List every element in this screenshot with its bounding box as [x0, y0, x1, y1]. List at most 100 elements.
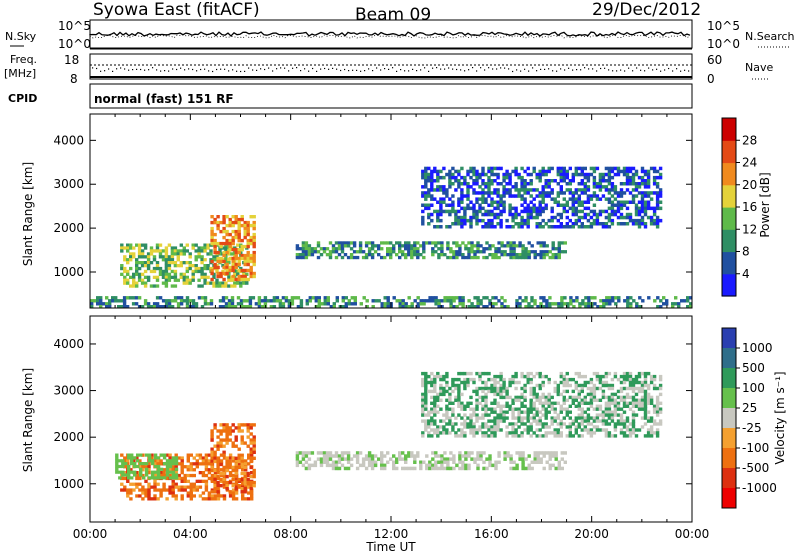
- heatmap-cell: [331, 250, 336, 254]
- heatmap-cell: [185, 305, 190, 309]
- heatmap-cell: [203, 296, 208, 300]
- heatmap-cell: [485, 241, 489, 245]
- heatmap-cell: [222, 241, 226, 246]
- heatmap-cell: [643, 413, 648, 417]
- heatmap-cell: [159, 462, 163, 466]
- heatmap-cell: [526, 413, 530, 417]
- heatmap-cell: [307, 451, 312, 455]
- nave-point: [544, 68, 546, 70]
- heatmap-cell: [231, 274, 235, 279]
- heatmap-cell: [135, 272, 139, 276]
- heatmap-cell: [622, 200, 627, 204]
- heatmap-cell: [200, 258, 204, 262]
- heatmap-cell: [637, 404, 642, 408]
- heatmap-cell: [146, 266, 151, 271]
- heatmap-cell: [476, 296, 480, 300]
- heatmap-cell: [135, 482, 139, 486]
- heatmap-cell: [421, 407, 425, 411]
- heatmap-cell: [493, 377, 497, 382]
- heatmap-cell: [548, 250, 552, 254]
- heatmap-cell: [430, 401, 434, 405]
- nave-point: [520, 70, 522, 72]
- heatmap-cell: [210, 497, 215, 501]
- heatmap-cell: [424, 203, 428, 207]
- heatmap-cell: [427, 203, 431, 207]
- heatmap-cell: [547, 380, 551, 385]
- heatmap-cell: [225, 250, 229, 255]
- heatmap-cell: [589, 380, 594, 385]
- heatmap-cell: [545, 451, 549, 455]
- heatmap-cell: [252, 474, 256, 479]
- heatmap-cell: [452, 255, 456, 260]
- heatmap-cell: [436, 172, 440, 177]
- heatmap-cell: [353, 302, 357, 306]
- heatmap-cell: [188, 264, 192, 268]
- heatmap-cell: [281, 305, 286, 309]
- heatmap-cell: [560, 250, 564, 254]
- heatmap-cell: [153, 462, 157, 466]
- heatmap-cell: [472, 425, 476, 429]
- heatmap-cell: [115, 470, 119, 474]
- heatmap-cell: [457, 404, 461, 408]
- heatmap-cell: [520, 166, 524, 171]
- heatmap-cell: [144, 488, 148, 492]
- power-y-label: Slant Range [km]: [21, 162, 35, 266]
- heatmap-cell: [658, 383, 663, 388]
- heatmap-cell: [536, 305, 540, 309]
- heatmap-cell: [140, 272, 145, 276]
- heatmap-cell: [130, 476, 134, 480]
- heatmap-cell: [496, 191, 500, 195]
- heatmap-cell: [398, 250, 402, 254]
- heatmap-cell: [263, 296, 268, 300]
- heatmap-cell: [526, 407, 530, 411]
- heatmap-cell: [200, 284, 204, 288]
- heatmap-cell: [535, 172, 539, 177]
- heatmap-cell: [481, 191, 485, 195]
- heatmap-cell: [586, 419, 591, 423]
- heatmap-cell: [343, 466, 348, 471]
- heatmap-cell: [607, 197, 612, 201]
- heatmap-cell: [127, 473, 131, 477]
- heatmap-cell: [646, 371, 651, 376]
- heatmap-cell: [398, 247, 402, 251]
- heatmap-cell: [458, 244, 462, 248]
- nave-point: [424, 67, 426, 69]
- heatmap-cell: [508, 395, 512, 400]
- heatmap-cell: [601, 416, 606, 420]
- heatmap-cell: [204, 453, 209, 457]
- heatmap-cell: [123, 281, 127, 285]
- heatmap-cell: [246, 423, 250, 427]
- heatmap-cell: [231, 256, 235, 261]
- heatmap-cell: [604, 422, 609, 426]
- heatmap-cell: [649, 191, 654, 195]
- heatmap-cell: [421, 191, 425, 195]
- noise-sky-trace: [89, 31, 691, 37]
- heatmap-cell: [520, 218, 524, 223]
- heatmap-cell: [562, 197, 566, 201]
- heatmap-cell: [595, 218, 600, 223]
- heatmap-cell: [126, 491, 130, 495]
- heatmap-cell: [515, 451, 519, 455]
- heatmap-cell: [520, 419, 524, 423]
- heatmap-cell: [616, 169, 621, 174]
- heatmap-cell: [234, 229, 238, 234]
- heatmap-cell: [389, 247, 393, 251]
- heatmap-cell: [545, 299, 549, 303]
- heatmap-cell: [604, 179, 609, 183]
- heatmap-cell: [407, 451, 411, 455]
- heatmap-cell: [476, 255, 480, 260]
- heatmap-cell: [592, 194, 597, 198]
- heatmap-cell: [560, 302, 564, 306]
- nave-point: [480, 67, 482, 69]
- nave-point: [564, 69, 566, 71]
- heatmap-cell: [140, 264, 145, 268]
- heatmap-cell: [436, 200, 440, 204]
- heatmap-cell: [228, 247, 232, 252]
- heatmap-cell: [203, 275, 207, 279]
- heatmap-cell: [619, 428, 624, 432]
- heatmap-cell: [146, 264, 151, 268]
- heatmap-cell: [200, 249, 204, 253]
- nave-point: [136, 68, 138, 70]
- heatmap-cell: [565, 389, 569, 394]
- heatmap-cell: [222, 220, 226, 225]
